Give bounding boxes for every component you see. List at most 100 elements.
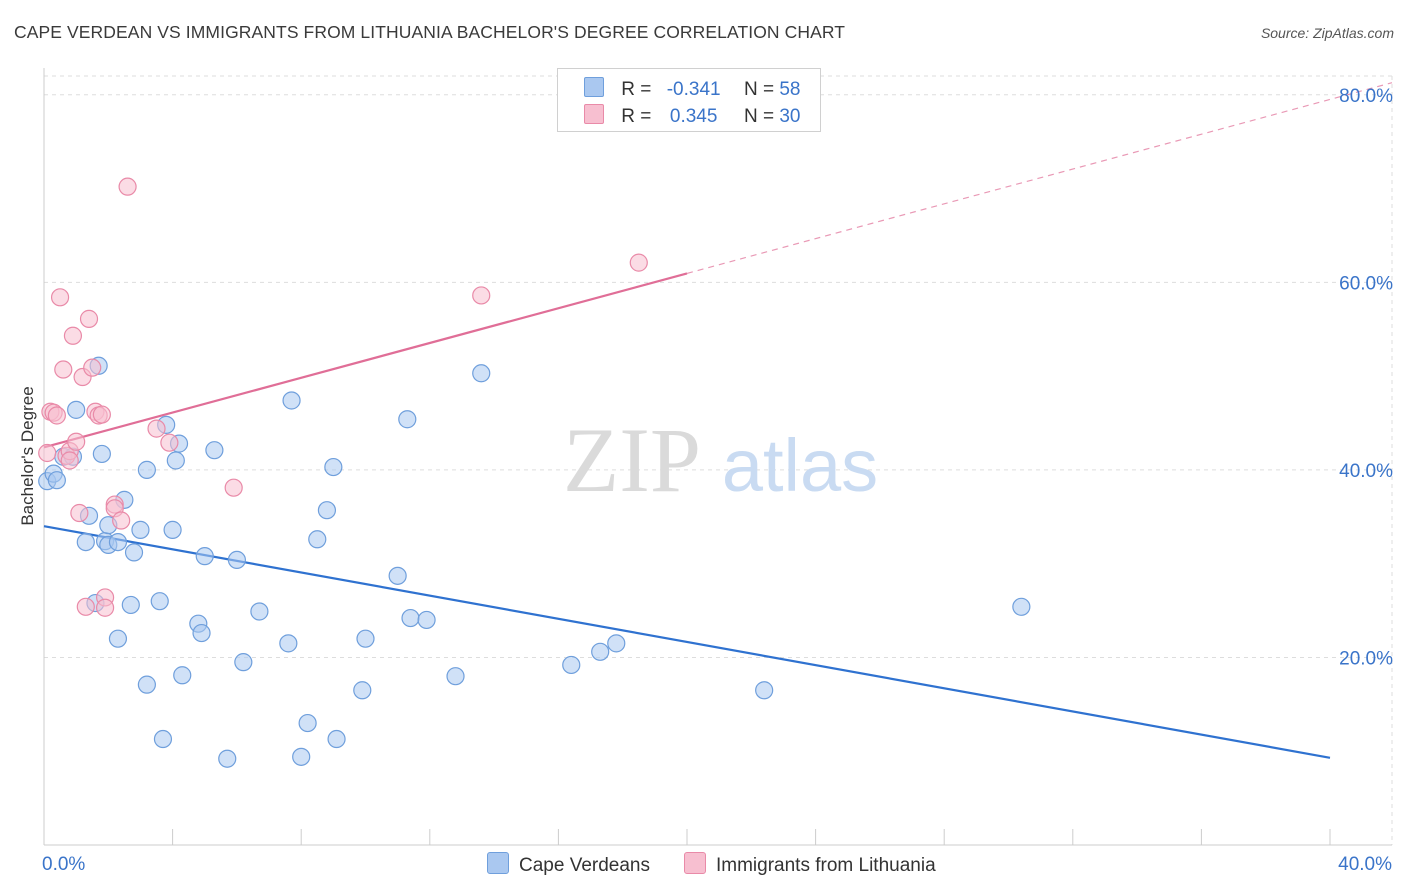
point-cape-verdeans bbox=[607, 634, 626, 653]
point-cape-verdeans bbox=[234, 653, 253, 672]
point-cape-verdeans bbox=[417, 610, 436, 630]
point-cape-verdeans bbox=[472, 364, 491, 383]
point-cape-verdeans bbox=[163, 520, 182, 539]
point-cape-verdeans bbox=[755, 681, 774, 700]
y-tick-label: 20.0% bbox=[1339, 648, 1393, 669]
watermark-zip: ZIP bbox=[563, 409, 701, 511]
point-cape-verdeans bbox=[327, 729, 346, 749]
legend-item-lithuania: Immigrants from Lithuania bbox=[684, 852, 936, 877]
y-tick-label: 80.0% bbox=[1339, 86, 1393, 107]
point-cape-verdeans bbox=[298, 713, 317, 733]
legend-row-cape-verdeans: R = -0.341 N = 58 bbox=[584, 77, 801, 100]
point-lithuania bbox=[70, 503, 89, 523]
x-tick-label: 40.0% bbox=[1338, 854, 1392, 875]
chart-title: CAPE VERDEAN VS IMMIGRANTS FROM LITHUANI… bbox=[14, 22, 846, 42]
point-cape-verdeans bbox=[153, 729, 173, 749]
point-cape-verdeans bbox=[108, 629, 128, 648]
point-cape-verdeans bbox=[398, 410, 417, 429]
data-points bbox=[38, 177, 1031, 768]
point-lithuania bbox=[38, 443, 57, 463]
legend-label: Immigrants from Lithuania bbox=[716, 855, 936, 876]
point-cape-verdeans bbox=[131, 520, 150, 539]
legend-swatch-pink bbox=[684, 852, 706, 874]
correlation-legend: R = -0.341 N = 58 R = 0.345 N = 30 bbox=[557, 68, 821, 132]
x-tick-label: 0.0% bbox=[42, 854, 85, 875]
point-lithuania bbox=[472, 286, 491, 305]
point-lithuania bbox=[47, 406, 66, 425]
y-tick-labels: 20.0% 40.0% 60.0% 80.0% bbox=[1339, 86, 1393, 670]
point-lithuania bbox=[63, 326, 83, 345]
legend-label: Cape Verdeans bbox=[519, 855, 650, 876]
point-cape-verdeans bbox=[108, 532, 128, 552]
point-cape-verdeans bbox=[67, 400, 86, 419]
point-cape-verdeans bbox=[324, 457, 343, 477]
grid-lines bbox=[44, 75, 1393, 845]
trend-line-lithuania bbox=[43, 272, 688, 449]
point-cape-verdeans bbox=[250, 602, 269, 621]
point-cape-verdeans bbox=[227, 550, 246, 570]
point-cape-verdeans bbox=[591, 642, 610, 661]
point-lithuania bbox=[95, 598, 115, 617]
legend-row-lithuania: R = 0.345 N = 30 bbox=[584, 104, 801, 127]
legend-n-value: 58 bbox=[779, 79, 801, 100]
point-cape-verdeans bbox=[195, 547, 214, 566]
point-cape-verdeans bbox=[292, 747, 311, 766]
legend-swatch-blue bbox=[487, 852, 509, 874]
point-cape-verdeans bbox=[137, 460, 156, 479]
point-cape-verdeans bbox=[121, 595, 140, 615]
legend-item-cape-verdeans: Cape Verdeans bbox=[487, 852, 650, 877]
trend-line-extension bbox=[686, 82, 1393, 274]
trend-lines bbox=[43, 82, 1393, 759]
point-cape-verdeans bbox=[308, 530, 327, 549]
point-lithuania bbox=[60, 451, 79, 470]
point-lithuania bbox=[112, 511, 131, 530]
series-legend: Cape Verdeans Immigrants from Lithuania bbox=[0, 852, 1406, 878]
point-lithuania bbox=[79, 309, 99, 328]
point-cape-verdeans bbox=[137, 675, 156, 694]
point-lithuania bbox=[54, 360, 73, 379]
point-lithuania bbox=[76, 597, 95, 616]
point-cape-verdeans bbox=[401, 608, 420, 628]
legend-n-value: 30 bbox=[779, 106, 801, 127]
point-lithuania bbox=[83, 358, 102, 377]
point-cape-verdeans bbox=[446, 667, 465, 686]
y-tick-label: 40.0% bbox=[1339, 461, 1393, 482]
legend-swatch-pink bbox=[584, 104, 604, 124]
point-lithuania bbox=[50, 288, 70, 307]
point-lithuania bbox=[67, 432, 86, 451]
legend-swatch-blue bbox=[584, 77, 604, 97]
point-cape-verdeans bbox=[205, 441, 224, 460]
point-cape-verdeans bbox=[92, 444, 111, 464]
y-axis-label: Bachelor's Degree bbox=[18, 386, 37, 526]
point-cape-verdeans bbox=[218, 749, 237, 768]
legend-r-value: -0.341 bbox=[666, 79, 721, 100]
point-cape-verdeans bbox=[353, 681, 372, 700]
watermark-atlas: atlas bbox=[722, 424, 878, 507]
point-lithuania bbox=[224, 478, 243, 497]
point-lithuania bbox=[118, 177, 137, 196]
point-cape-verdeans bbox=[47, 471, 66, 490]
trend-line-cape-verdeans bbox=[43, 525, 1331, 759]
point-cape-verdeans bbox=[192, 623, 211, 643]
point-lithuania bbox=[92, 405, 111, 424]
point-cape-verdeans bbox=[124, 543, 144, 562]
point-cape-verdeans bbox=[562, 655, 581, 675]
y-tick-label: 60.0% bbox=[1339, 273, 1393, 294]
point-lithuania bbox=[147, 419, 166, 438]
point-cape-verdeans bbox=[166, 451, 185, 470]
point-cape-verdeans bbox=[76, 532, 95, 552]
axes bbox=[43, 68, 1392, 846]
point-lithuania bbox=[160, 433, 179, 452]
legend-n-label: N = bbox=[743, 106, 775, 127]
point-cape-verdeans bbox=[150, 592, 169, 611]
x-tick-labels: 0.0% 40.0% bbox=[42, 854, 1392, 875]
point-cape-verdeans bbox=[173, 666, 192, 685]
point-cape-verdeans bbox=[356, 629, 375, 648]
source-label: Source: ZipAtlas.com bbox=[1260, 25, 1394, 41]
legend-n-label: N = bbox=[743, 79, 775, 100]
legend-r-label: R = bbox=[621, 106, 652, 127]
point-lithuania bbox=[629, 253, 648, 272]
legend-r-label: R = bbox=[621, 79, 652, 100]
point-cape-verdeans bbox=[1012, 597, 1031, 616]
